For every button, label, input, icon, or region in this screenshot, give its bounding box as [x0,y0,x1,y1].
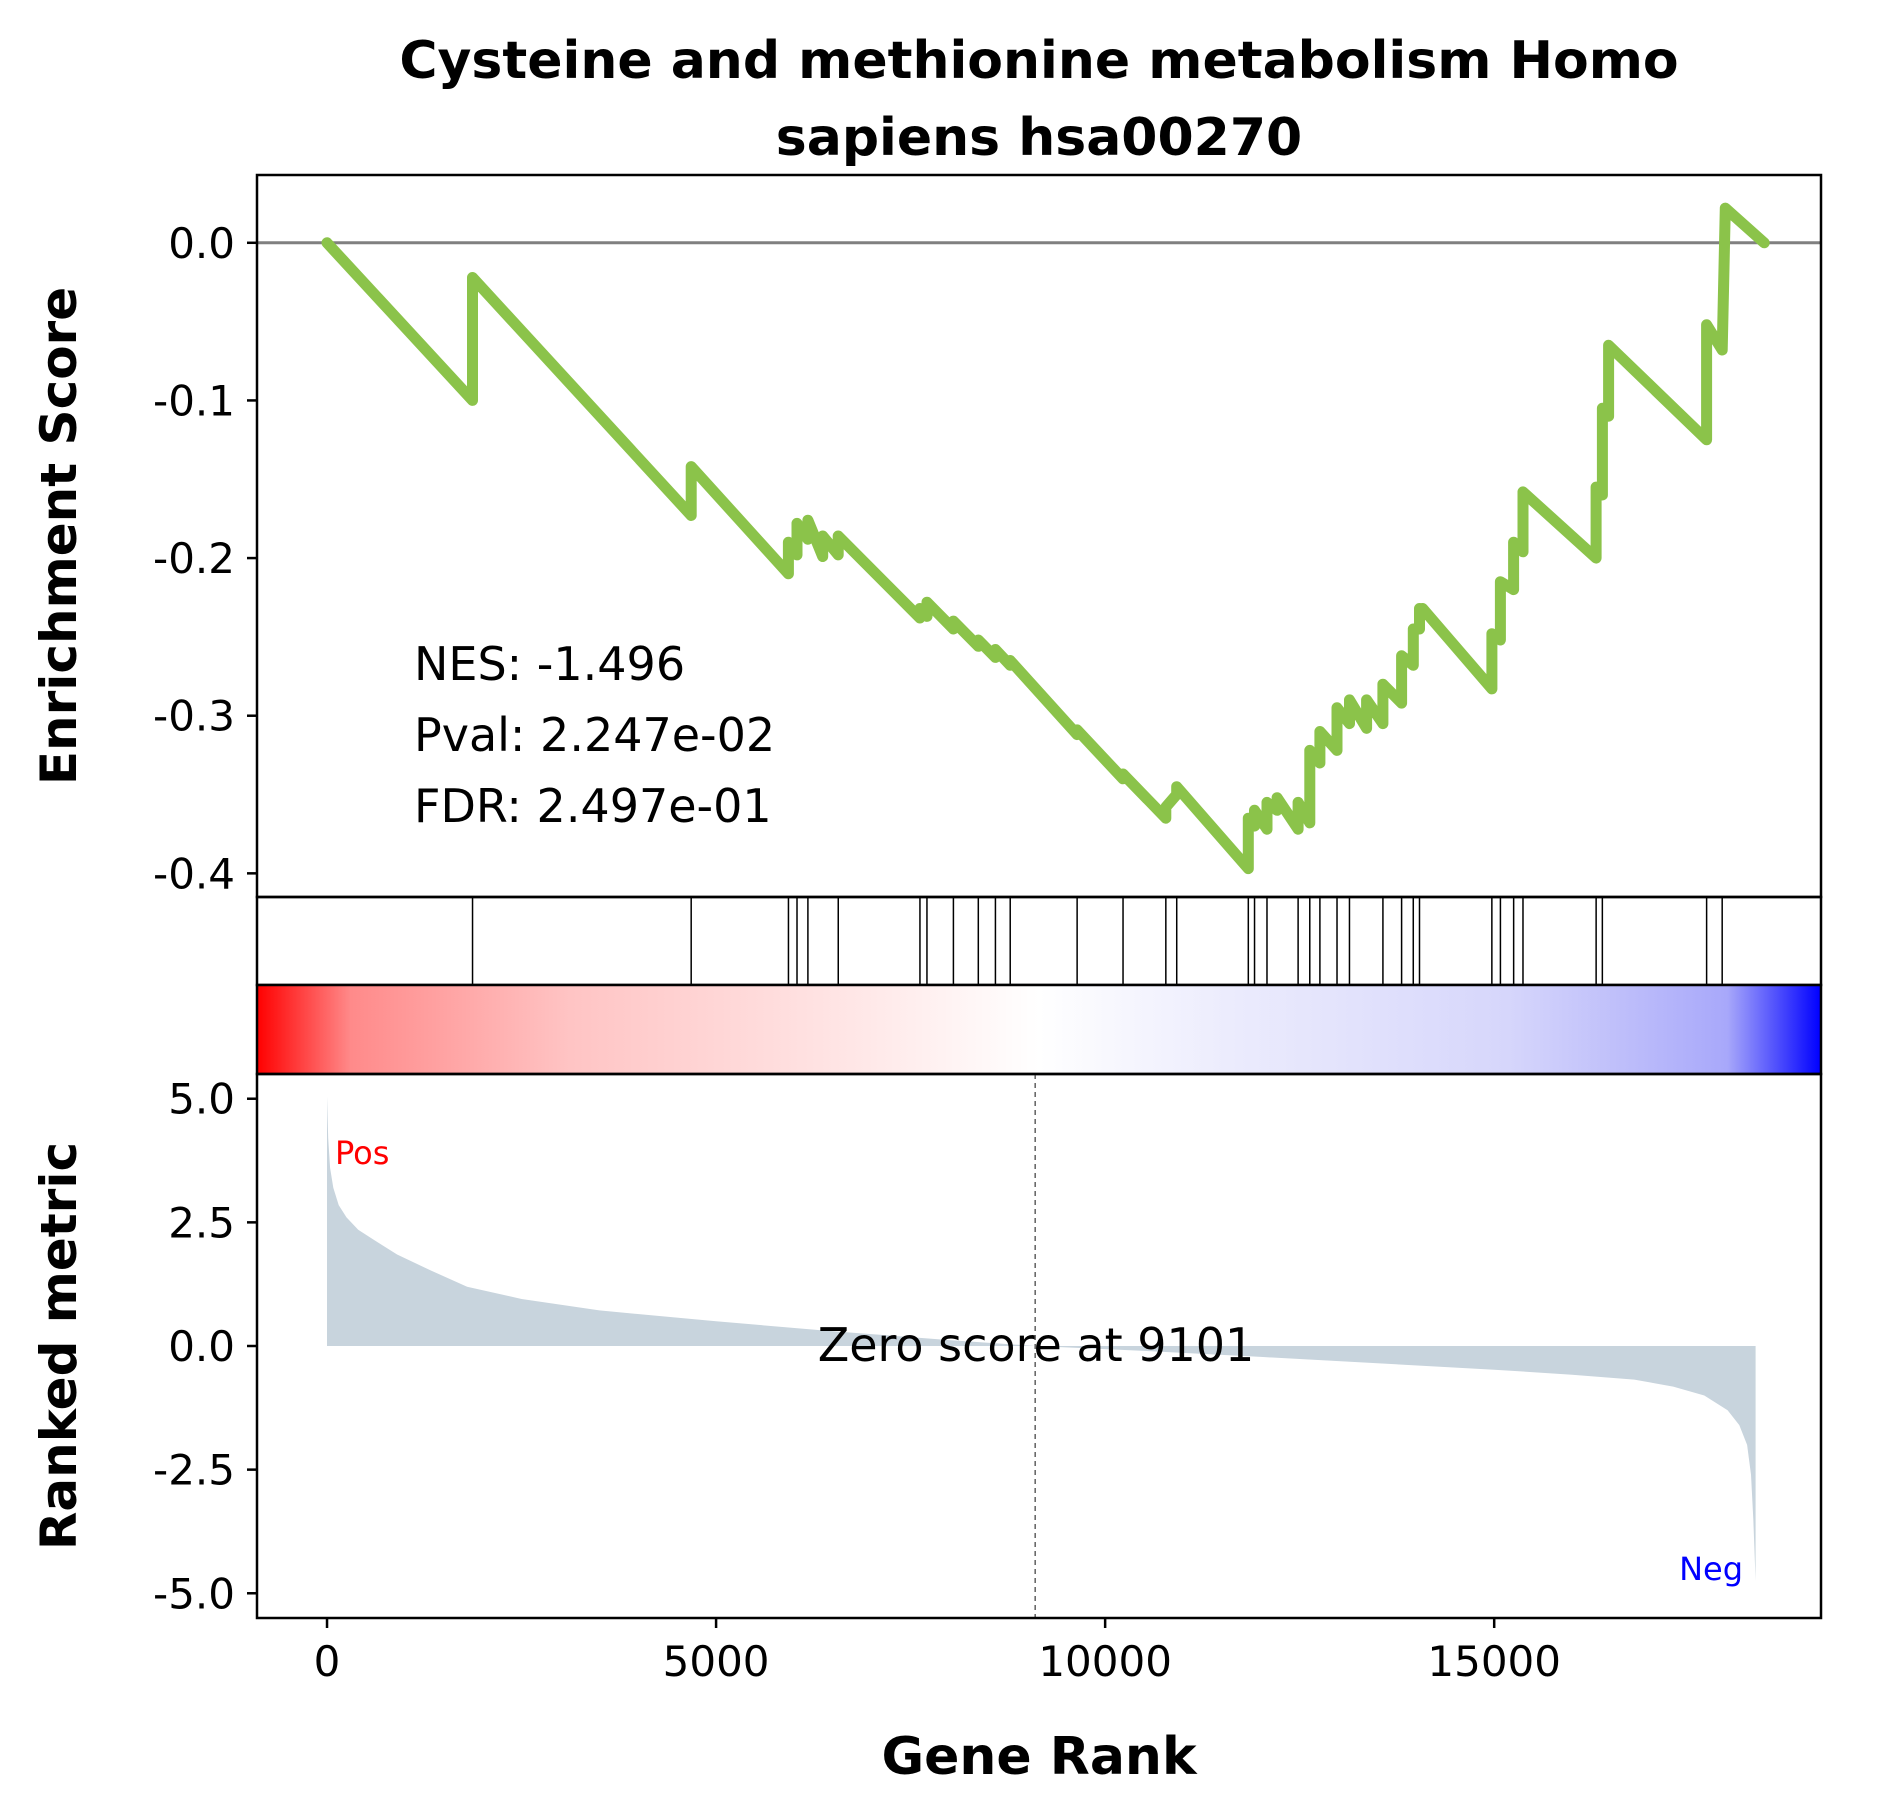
es-axis-ticks: 0.0 -0.1 -0.2 -0.3 -0.4 [153,219,257,898]
nes-stat: NES: -1.496 [414,637,685,691]
enrichment-score-ylabel: Enrichment Score [30,287,88,785]
es-tick-label: 0.0 [168,219,235,268]
es-tick-label: -0.1 [153,376,235,425]
metric-tick-label: -2.5 [153,1446,235,1495]
chart-title-line1: Cysteine and methionine metabolism Homo [399,31,1678,91]
x-axis-label: Gene Rank [881,1727,1197,1787]
neg-label: Neg [1679,1550,1743,1588]
metric-tick-label: 0.0 [168,1322,235,1371]
zero-score-label: Zero score at 9101 [818,1318,1255,1372]
pos-label: Pos [335,1134,389,1172]
ranked-metric-ylabel: Ranked metric [30,1142,88,1550]
fdr-stat: FDR: 2.497e-01 [414,779,772,833]
x-tick-label: 15000 [1427,1637,1561,1686]
es-tick-label: -0.4 [153,849,235,898]
gene-set-hits [471,897,1723,985]
metric-tick-label: -5.0 [153,1569,235,1618]
es-tick-label: -0.2 [153,534,235,583]
pval-stat: Pval: 2.247e-02 [414,708,775,762]
rank-color-bar [255,983,1823,1076]
ranked-metric-area [327,1096,1756,1581]
metric-tick-label: 2.5 [168,1198,235,1247]
x-tick-label: 5000 [663,1637,770,1686]
hits-panel [255,895,1823,987]
x-tick-label: 10000 [1038,1637,1172,1686]
metric-tick-label: 5.0 [168,1075,235,1124]
x-axis-ticks: 0 5000 10000 15000 [314,1618,1561,1686]
ranked-metric-panel-frame [255,1072,1823,1620]
metric-axis-ticks: 5.0 2.5 0.0 -2.5 -5.0 [153,1075,257,1618]
enrichment-panel: 0.0 -0.1 -0.2 -0.3 -0.4 NES: -1.496 Pval: 2.… [153,173,1823,898]
enrichment-score-curve [321,202,1770,875]
ranked-metric-panel: 5.0 2.5 0.0 -2.5 -5.0 Zero score at 9101 Pos… [153,1072,1823,1620]
chart-title-line2: sapiens hsa00270 [776,108,1302,168]
hits-panel-frame [255,895,1823,987]
es-tick-label: -0.3 [153,692,235,741]
x-tick-label: 0 [314,1637,341,1686]
